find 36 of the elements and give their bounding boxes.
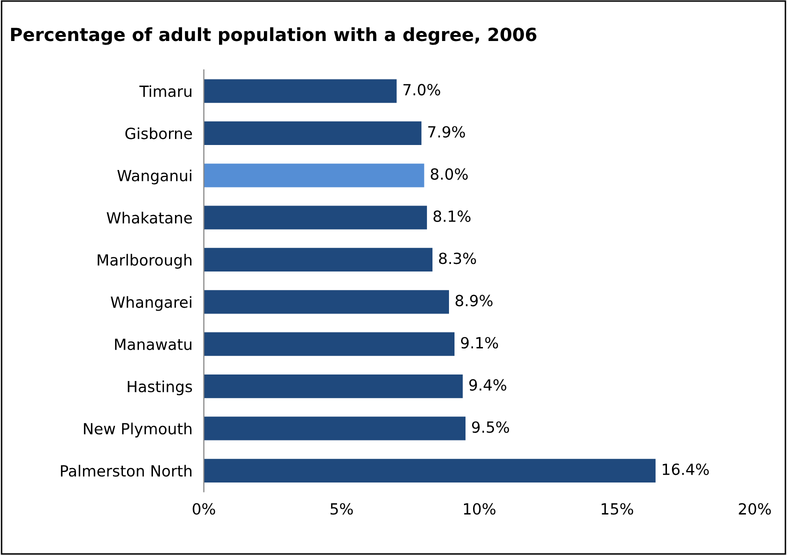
data-label: 9.1% xyxy=(461,336,498,349)
bar xyxy=(204,332,454,356)
bar xyxy=(204,248,432,272)
bar xyxy=(204,206,427,230)
y-tick-label: New Plymouth xyxy=(84,422,192,438)
data-label: 8.3% xyxy=(439,252,476,264)
y-tick-label: Manawatu xyxy=(115,338,192,350)
bar xyxy=(204,416,466,440)
data-label: 8.9% xyxy=(456,294,493,306)
y-tick-label: Marlborough xyxy=(98,254,192,269)
y-tick-label: Wanganui xyxy=(117,170,192,184)
bar xyxy=(204,121,422,146)
data-label: 9.4% xyxy=(469,379,506,391)
chart-title: Percentage of adult population with a degree, 2006 xyxy=(11,27,536,45)
y-tick-label: Whangarei xyxy=(110,296,192,311)
x-tick-label: 0% xyxy=(192,503,216,515)
bar xyxy=(204,290,449,314)
data-label: 8.0% xyxy=(430,168,468,180)
bar xyxy=(204,164,424,188)
x-tick-label: 15% xyxy=(602,503,634,515)
bar xyxy=(204,458,656,482)
data-label: 16.4% xyxy=(662,464,709,476)
x-tick-label: 10% xyxy=(464,503,496,515)
x-tick-label: 20% xyxy=(738,503,771,515)
y-tick-label: Hastings xyxy=(128,380,192,396)
data-label: 7.0% xyxy=(403,84,440,96)
x-tick-label: 5% xyxy=(330,503,353,515)
y-tick-label: Whakatane xyxy=(106,212,192,224)
y-tick-label: Gisborne xyxy=(125,127,192,140)
bar xyxy=(204,374,463,398)
data-label: 8.1% xyxy=(434,210,470,222)
y-tick-label: Timaru xyxy=(139,85,192,98)
data-label: 9.5% xyxy=(472,421,510,433)
y-tick-label: Palmerston North xyxy=(60,464,192,477)
bar xyxy=(204,79,397,103)
data-label: 7.9% xyxy=(428,126,465,138)
